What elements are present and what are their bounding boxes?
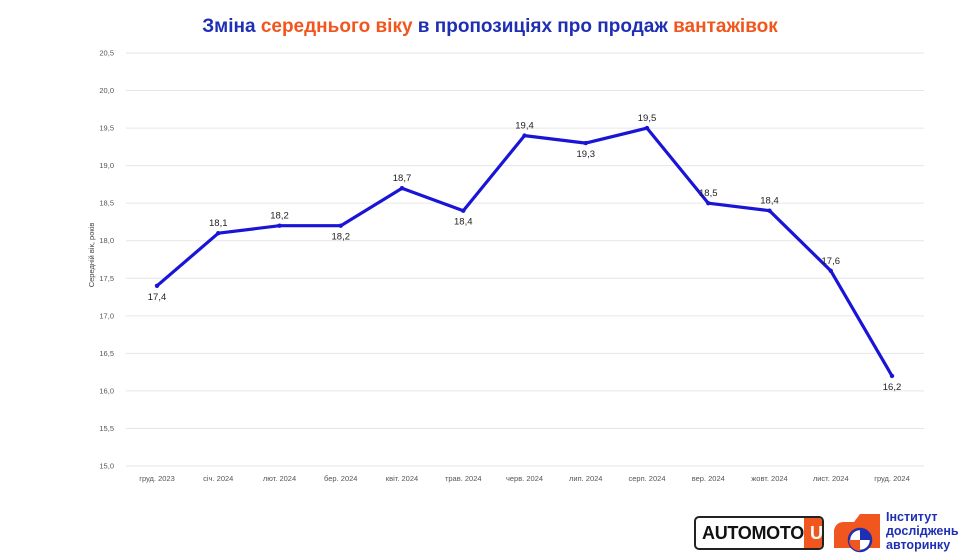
institute-logo-icon [834, 514, 880, 553]
data-label: 19,3 [577, 149, 596, 160]
data-points [154, 125, 895, 379]
data-label: 19,4 [515, 121, 534, 132]
x-tick-label: лют. 2024 [263, 474, 296, 483]
y-tick-label: 20,0 [99, 86, 114, 95]
automoto-logo-text: AUTOMOTO [702, 522, 804, 543]
y-tick-label: 18,0 [99, 236, 114, 245]
chart-title: Зміна середнього віку в пропозиціях про … [0, 16, 980, 38]
data-point [461, 208, 466, 213]
x-tick-label: черв. 2024 [506, 474, 543, 483]
data-point [522, 133, 527, 138]
title-part-3: в пропозиціях про продаж [412, 16, 674, 37]
data-point [277, 223, 282, 228]
x-tick-label: жовт. 2024 [751, 474, 787, 483]
institute-line-1: Інститут [886, 510, 938, 524]
data-point [399, 185, 405, 191]
x-tick-label: лист. 2024 [813, 474, 849, 483]
x-tick-label: січ. 2024 [203, 474, 233, 483]
institute-line-3: авторинку [886, 538, 951, 552]
x-tick-label: лип. 2024 [569, 474, 602, 483]
institute-logo-text: Інститут досліджень авторинку [886, 510, 980, 552]
data-label: 18,5 [699, 188, 718, 199]
data-point [889, 373, 895, 379]
y-tick-label: 15,0 [99, 462, 114, 471]
x-tick-label: трав. 2024 [445, 474, 482, 483]
data-point [644, 125, 650, 131]
data-label: 18,2 [270, 211, 289, 222]
y-axis-ticks: 15,0 15,5 16,0 16,5 17,0 17,5 18,0 18,5 19,0 19,5… [99, 49, 114, 471]
data-label: 17,6 [822, 256, 841, 267]
y-tick-label: 17,5 [99, 274, 114, 283]
x-tick-label: вер. 2024 [692, 474, 725, 483]
y-tick-label: 18,5 [99, 199, 114, 208]
y-axis-label: Середній вік, років [87, 223, 96, 288]
automoto-logo: AUTOMOTO UA [694, 516, 824, 550]
y-tick-label: 19,5 [99, 124, 114, 133]
data-label: 18,4 [760, 196, 779, 207]
data-label: 18,7 [393, 173, 412, 184]
y-tick-label: 20,5 [99, 49, 114, 58]
data-point [828, 268, 833, 273]
y-tick-label: 15,5 [99, 424, 114, 433]
line-chart: 15,0 15,5 16,0 16,5 17,0 17,5 18,0 18,5 19,0 19,5… [87, 49, 924, 483]
data-label: 18,1 [209, 218, 228, 229]
x-axis-ticks: груд. 2023 січ. 2024 лют. 2024 бер. 2024 кві… [139, 474, 910, 483]
data-labels: 17,4 18,1 18,2 18,2 18,7 18,4 19,4 19,3 19,5 18,5… [148, 113, 902, 393]
institute-line-2: досліджень [886, 524, 959, 538]
data-point [583, 140, 588, 146]
institute-logo: Інститут досліджень авторинку [830, 508, 980, 558]
y-tick-label: 19,0 [99, 161, 114, 170]
data-label: 18,2 [332, 232, 351, 243]
x-tick-label: груд. 2023 [139, 474, 175, 483]
data-label: 18,4 [454, 217, 473, 228]
data-point [338, 223, 343, 228]
data-point [216, 231, 221, 236]
x-tick-label: серп. 2024 [628, 474, 665, 483]
title-part-4: вантажівок [673, 16, 778, 37]
x-tick-label: бер. 2024 [324, 474, 357, 483]
data-point [706, 200, 711, 206]
data-label: 19,5 [638, 113, 657, 124]
data-point [767, 208, 772, 213]
automoto-logo-ua: UA [803, 518, 822, 548]
x-tick-label: груд. 2024 [874, 474, 910, 483]
y-tick-label: 16,5 [99, 349, 114, 358]
x-tick-label: квіт. 2024 [386, 474, 418, 483]
y-tick-label: 16,0 [99, 386, 114, 395]
title-part-2: середнього віку [260, 16, 413, 37]
y-tick-label: 17,0 [99, 311, 114, 320]
title-part-1: Зміна [202, 16, 261, 37]
data-label: 17,4 [148, 292, 167, 303]
data-point [154, 283, 160, 288]
grid-lines [126, 52, 924, 467]
data-label: 16,2 [883, 382, 902, 393]
